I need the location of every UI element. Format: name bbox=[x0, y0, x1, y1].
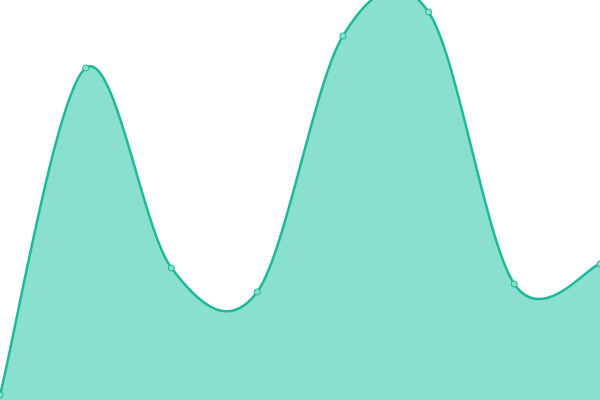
data-point bbox=[339, 32, 347, 40]
data-point bbox=[425, 8, 433, 16]
data-point bbox=[510, 280, 518, 288]
data-point bbox=[253, 288, 261, 296]
data-point bbox=[0, 391, 4, 399]
data-point bbox=[167, 264, 175, 272]
data-point bbox=[596, 260, 600, 268]
data-point bbox=[82, 64, 90, 72]
